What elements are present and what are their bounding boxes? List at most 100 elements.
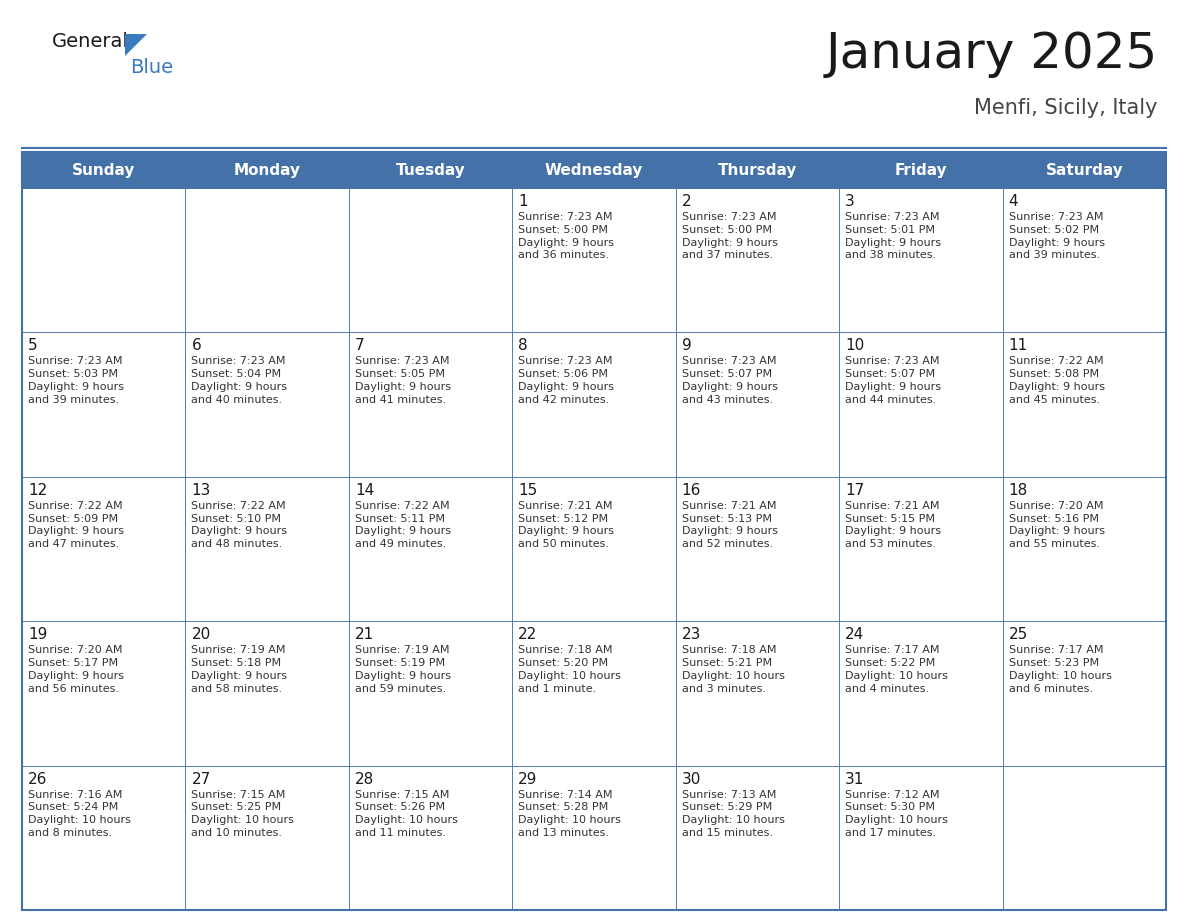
Text: 25: 25 — [1009, 627, 1028, 643]
Text: Sunrise: 7:18 AM
Sunset: 5:21 PM
Daylight: 10 hours
and 3 minutes.: Sunrise: 7:18 AM Sunset: 5:21 PM Dayligh… — [682, 645, 784, 694]
Bar — [23, 621, 185, 766]
Text: 24: 24 — [845, 627, 865, 643]
Text: Menfi, Sicily, Italy: Menfi, Sicily, Italy — [974, 98, 1158, 118]
Bar — [676, 152, 839, 188]
Text: 31: 31 — [845, 772, 865, 787]
Text: Sunrise: 7:23 AM
Sunset: 5:06 PM
Daylight: 9 hours
and 42 minutes.: Sunrise: 7:23 AM Sunset: 5:06 PM Dayligh… — [518, 356, 614, 405]
Bar — [839, 621, 1003, 766]
Bar — [185, 332, 349, 476]
Text: 5: 5 — [29, 339, 38, 353]
Text: 7: 7 — [355, 339, 365, 353]
Text: Sunrise: 7:23 AM
Sunset: 5:04 PM
Daylight: 9 hours
and 40 minutes.: Sunrise: 7:23 AM Sunset: 5:04 PM Dayligh… — [191, 356, 287, 405]
Bar — [1003, 766, 1165, 910]
Text: Sunrise: 7:21 AM
Sunset: 5:12 PM
Daylight: 9 hours
and 50 minutes.: Sunrise: 7:21 AM Sunset: 5:12 PM Dayligh… — [518, 501, 614, 549]
Text: 4: 4 — [1009, 194, 1018, 209]
Bar — [1003, 476, 1165, 621]
Bar — [349, 152, 512, 188]
Text: Sunrise: 7:23 AM
Sunset: 5:00 PM
Daylight: 9 hours
and 37 minutes.: Sunrise: 7:23 AM Sunset: 5:00 PM Dayligh… — [682, 212, 778, 261]
Bar — [1003, 332, 1165, 476]
Text: Sunrise: 7:23 AM
Sunset: 5:07 PM
Daylight: 9 hours
and 44 minutes.: Sunrise: 7:23 AM Sunset: 5:07 PM Dayligh… — [845, 356, 941, 405]
Text: Sunrise: 7:17 AM
Sunset: 5:22 PM
Daylight: 10 hours
and 4 minutes.: Sunrise: 7:17 AM Sunset: 5:22 PM Dayligh… — [845, 645, 948, 694]
Text: Saturday: Saturday — [1045, 162, 1123, 177]
Text: Sunrise: 7:13 AM
Sunset: 5:29 PM
Daylight: 10 hours
and 15 minutes.: Sunrise: 7:13 AM Sunset: 5:29 PM Dayligh… — [682, 789, 784, 838]
Bar — [512, 766, 676, 910]
Text: Sunrise: 7:14 AM
Sunset: 5:28 PM
Daylight: 10 hours
and 13 minutes.: Sunrise: 7:14 AM Sunset: 5:28 PM Dayligh… — [518, 789, 621, 838]
Text: Blue: Blue — [129, 58, 173, 77]
Text: 14: 14 — [355, 483, 374, 498]
Text: Sunrise: 7:23 AM
Sunset: 5:03 PM
Daylight: 9 hours
and 39 minutes.: Sunrise: 7:23 AM Sunset: 5:03 PM Dayligh… — [29, 356, 124, 405]
Text: Sunday: Sunday — [72, 162, 135, 177]
Bar — [23, 476, 185, 621]
Bar — [839, 332, 1003, 476]
Text: 19: 19 — [29, 627, 48, 643]
Text: Sunrise: 7:22 AM
Sunset: 5:11 PM
Daylight: 9 hours
and 49 minutes.: Sunrise: 7:22 AM Sunset: 5:11 PM Dayligh… — [355, 501, 451, 549]
Text: Sunrise: 7:21 AM
Sunset: 5:13 PM
Daylight: 9 hours
and 52 minutes.: Sunrise: 7:21 AM Sunset: 5:13 PM Dayligh… — [682, 501, 778, 549]
Text: 26: 26 — [29, 772, 48, 787]
Text: Monday: Monday — [234, 162, 301, 177]
Bar — [349, 332, 512, 476]
Bar — [185, 476, 349, 621]
Bar — [23, 332, 185, 476]
Text: Sunrise: 7:15 AM
Sunset: 5:26 PM
Daylight: 10 hours
and 11 minutes.: Sunrise: 7:15 AM Sunset: 5:26 PM Dayligh… — [355, 789, 457, 838]
Text: 17: 17 — [845, 483, 865, 498]
Text: 11: 11 — [1009, 339, 1028, 353]
Bar — [839, 476, 1003, 621]
Bar — [23, 152, 1165, 910]
Text: 30: 30 — [682, 772, 701, 787]
Text: 2: 2 — [682, 194, 691, 209]
Bar — [1003, 152, 1165, 188]
Bar — [1003, 188, 1165, 332]
Text: 18: 18 — [1009, 483, 1028, 498]
Bar — [23, 188, 185, 332]
Text: Sunrise: 7:22 AM
Sunset: 5:08 PM
Daylight: 9 hours
and 45 minutes.: Sunrise: 7:22 AM Sunset: 5:08 PM Dayligh… — [1009, 356, 1105, 405]
Text: Sunrise: 7:17 AM
Sunset: 5:23 PM
Daylight: 10 hours
and 6 minutes.: Sunrise: 7:17 AM Sunset: 5:23 PM Dayligh… — [1009, 645, 1112, 694]
Text: Sunrise: 7:21 AM
Sunset: 5:15 PM
Daylight: 9 hours
and 53 minutes.: Sunrise: 7:21 AM Sunset: 5:15 PM Dayligh… — [845, 501, 941, 549]
Text: Sunrise: 7:12 AM
Sunset: 5:30 PM
Daylight: 10 hours
and 17 minutes.: Sunrise: 7:12 AM Sunset: 5:30 PM Dayligh… — [845, 789, 948, 838]
Text: Sunrise: 7:22 AM
Sunset: 5:09 PM
Daylight: 9 hours
and 47 minutes.: Sunrise: 7:22 AM Sunset: 5:09 PM Dayligh… — [29, 501, 124, 549]
Bar — [185, 152, 349, 188]
Bar — [185, 188, 349, 332]
Text: January 2025: January 2025 — [826, 30, 1158, 78]
Bar — [839, 766, 1003, 910]
Text: 29: 29 — [518, 772, 538, 787]
Polygon shape — [125, 34, 147, 56]
Text: Wednesday: Wednesday — [545, 162, 643, 177]
Text: 23: 23 — [682, 627, 701, 643]
Text: 16: 16 — [682, 483, 701, 498]
Bar — [512, 332, 676, 476]
Text: 8: 8 — [518, 339, 527, 353]
Text: 6: 6 — [191, 339, 201, 353]
Bar — [676, 188, 839, 332]
Bar — [185, 621, 349, 766]
Text: General: General — [52, 32, 128, 51]
Text: 15: 15 — [518, 483, 537, 498]
Bar — [349, 766, 512, 910]
Text: 20: 20 — [191, 627, 210, 643]
Text: Sunrise: 7:19 AM
Sunset: 5:19 PM
Daylight: 9 hours
and 59 minutes.: Sunrise: 7:19 AM Sunset: 5:19 PM Dayligh… — [355, 645, 451, 694]
Text: Sunrise: 7:16 AM
Sunset: 5:24 PM
Daylight: 10 hours
and 8 minutes.: Sunrise: 7:16 AM Sunset: 5:24 PM Dayligh… — [29, 789, 131, 838]
Text: 3: 3 — [845, 194, 855, 209]
Text: 9: 9 — [682, 339, 691, 353]
Bar — [676, 332, 839, 476]
Bar — [676, 621, 839, 766]
Bar — [512, 621, 676, 766]
Bar — [839, 152, 1003, 188]
Bar — [23, 766, 185, 910]
Text: Sunrise: 7:22 AM
Sunset: 5:10 PM
Daylight: 9 hours
and 48 minutes.: Sunrise: 7:22 AM Sunset: 5:10 PM Dayligh… — [191, 501, 287, 549]
Bar — [185, 766, 349, 910]
Bar — [512, 152, 676, 188]
Text: 12: 12 — [29, 483, 48, 498]
Text: Sunrise: 7:23 AM
Sunset: 5:00 PM
Daylight: 9 hours
and 36 minutes.: Sunrise: 7:23 AM Sunset: 5:00 PM Dayligh… — [518, 212, 614, 261]
Text: Tuesday: Tuesday — [396, 162, 466, 177]
Text: 28: 28 — [355, 772, 374, 787]
Text: 22: 22 — [518, 627, 537, 643]
Text: Sunrise: 7:18 AM
Sunset: 5:20 PM
Daylight: 10 hours
and 1 minute.: Sunrise: 7:18 AM Sunset: 5:20 PM Dayligh… — [518, 645, 621, 694]
Text: Sunrise: 7:15 AM
Sunset: 5:25 PM
Daylight: 10 hours
and 10 minutes.: Sunrise: 7:15 AM Sunset: 5:25 PM Dayligh… — [191, 789, 295, 838]
Bar — [676, 476, 839, 621]
Bar — [512, 476, 676, 621]
Bar — [676, 766, 839, 910]
Bar — [349, 188, 512, 332]
Text: Sunrise: 7:20 AM
Sunset: 5:17 PM
Daylight: 9 hours
and 56 minutes.: Sunrise: 7:20 AM Sunset: 5:17 PM Dayligh… — [29, 645, 124, 694]
Text: 10: 10 — [845, 339, 865, 353]
Text: Sunrise: 7:20 AM
Sunset: 5:16 PM
Daylight: 9 hours
and 55 minutes.: Sunrise: 7:20 AM Sunset: 5:16 PM Dayligh… — [1009, 501, 1105, 549]
